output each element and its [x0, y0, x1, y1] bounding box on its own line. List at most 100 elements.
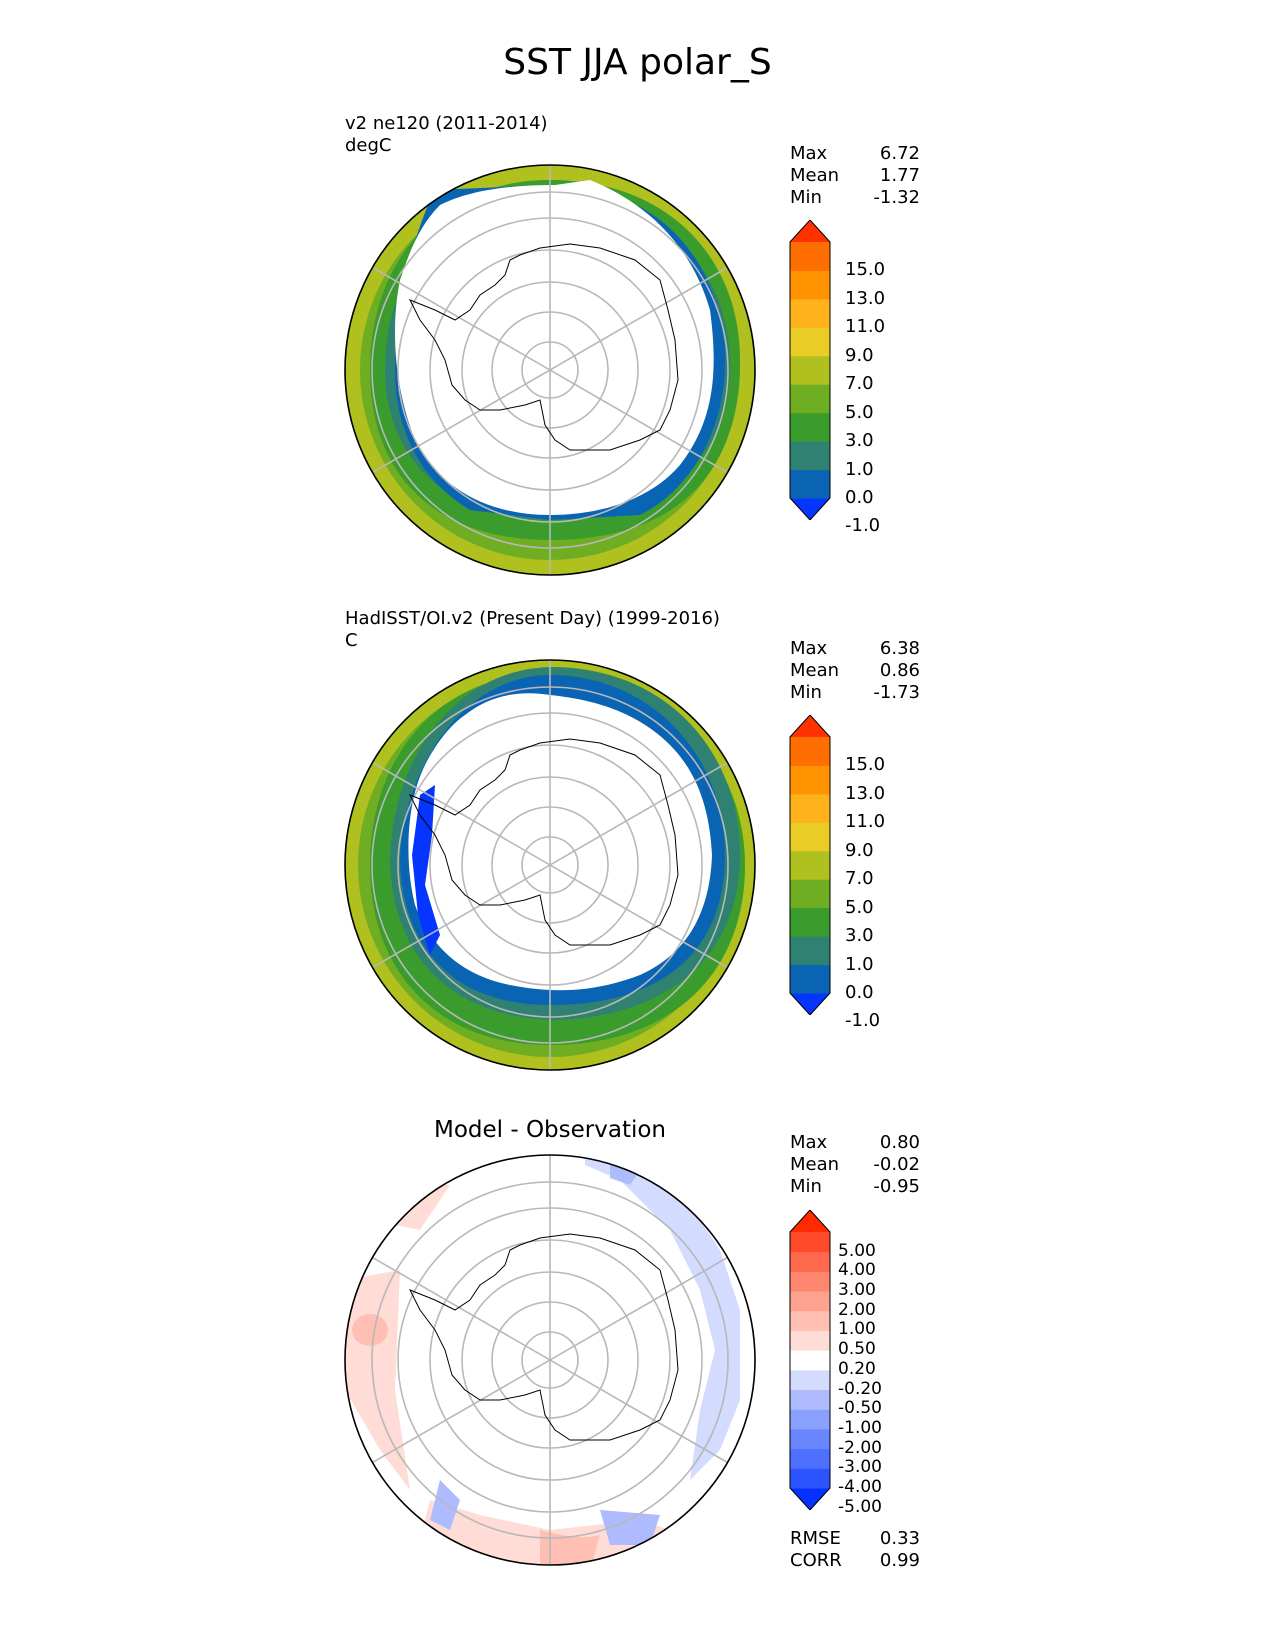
- panel2-stat-mean: Mean 0.86: [790, 660, 920, 682]
- colorbar-segment: [790, 1409, 830, 1430]
- colorbar-segment: [790, 469, 830, 499]
- panel2-stat-min: Min -1.73: [790, 682, 920, 704]
- colorbar-tick-label: 1.0: [845, 953, 874, 975]
- colorbar-tick-label: -2.00: [838, 1437, 882, 1458]
- colorbar-extend-min: [790, 993, 830, 1015]
- colorbar-extend-max: [790, 1210, 830, 1232]
- colorbar-segment: [790, 964, 830, 994]
- colorbar-tick-label: -4.00: [838, 1477, 882, 1497]
- colorbar-tick-label: 2.00: [838, 1299, 876, 1320]
- colorbar-tick-label: 1.00: [838, 1319, 876, 1340]
- panel3-colorbar-ticks: 5.00 4.00 3.00 2.00 1.00 0.50 0.20 -0.20 -0.50 -1…: [838, 1210, 928, 1517]
- stat-label: Max: [790, 143, 828, 164]
- panel3-stat-max: Max 0.80: [790, 1132, 920, 1154]
- corr-row: CORR 0.99: [790, 1550, 920, 1572]
- rmse-row: RMSE 0.33: [790, 1528, 920, 1550]
- stat-value: 0.86: [879, 660, 920, 681]
- colorbar-tick-label: 5.00: [838, 1240, 876, 1261]
- colorbar-segment: [790, 879, 830, 909]
- colorbar-tick-label: 15.0: [845, 754, 886, 776]
- panel1-stat-min: Min -1.32: [790, 187, 920, 209]
- stat-value: -0.02: [873, 1154, 920, 1175]
- stat-label: Min: [790, 1176, 822, 1197]
- panel2-map: [344, 659, 756, 1071]
- diff-title: Model - Observation: [433, 1117, 667, 1143]
- stat-label: Min: [790, 682, 822, 703]
- figure-title: SST JJA polar_S: [503, 42, 772, 83]
- colorbar-segment: [790, 1428, 830, 1450]
- panel3-stat-min: Min -0.95: [790, 1176, 920, 1198]
- colorbar-tick-label: 5.0: [845, 401, 874, 423]
- colorbar-tick-label: 0.0: [845, 487, 874, 508]
- panel3-stat-mean: Mean -0.02: [790, 1154, 920, 1176]
- colorbar-segment: [790, 907, 830, 937]
- colorbar-tick-label: 7.0: [845, 868, 874, 890]
- panel3-map: [344, 1154, 756, 1566]
- panel2-units: C: [345, 630, 358, 651]
- colorbar-segment: [790, 1271, 830, 1292]
- rmse-value: 0.33: [879, 1528, 920, 1549]
- colorbar-segment: [790, 1369, 830, 1391]
- colorbar-segment: [790, 1350, 830, 1371]
- colorbar-tick-label: 13.0: [845, 287, 886, 309]
- colorbar-segment: [790, 270, 830, 300]
- colorbar-tick-label: 15.0: [845, 259, 886, 281]
- colorbar-tick-label: 1.0: [845, 458, 874, 480]
- panel1-stat-max: Max 6.72: [790, 143, 920, 165]
- panel3-colorbar: [789, 1210, 831, 1510]
- stat-value: 6.38: [879, 638, 920, 659]
- colorbar-segment: [790, 384, 830, 414]
- panel1-title: v2 ne120 (2011-2014): [345, 113, 548, 134]
- stat-label: Mean: [790, 1154, 840, 1175]
- colorbar-extend-min: [790, 1488, 830, 1510]
- colorbar-segment: [790, 737, 830, 766]
- colorbar-outline: [789, 220, 831, 520]
- stat-value: -1.32: [873, 187, 920, 208]
- colorbar-segment: [790, 298, 830, 328]
- colorbar-tick-label: 9.0: [845, 344, 874, 366]
- colorbar-segment: [790, 1251, 830, 1272]
- colorbar-tick-label: 5.0: [845, 896, 874, 918]
- colorbar-segment: [790, 441, 830, 471]
- panel1-map: [344, 164, 756, 576]
- stat-label: Max: [790, 638, 828, 659]
- stat-value: 0.80: [879, 1132, 920, 1153]
- colorbar-segment: [790, 793, 830, 823]
- colorbar-segment: [790, 1448, 830, 1469]
- stat-label: Max: [790, 1132, 828, 1153]
- colorbar-tick-label: 0.50: [838, 1339, 876, 1360]
- colorbar-segment: [790, 1330, 830, 1351]
- rmse-label: RMSE: [790, 1528, 841, 1549]
- stat-label: Mean: [790, 165, 840, 186]
- colorbar-tick-label: 11.0: [845, 316, 886, 338]
- stat-value: -0.95: [873, 1176, 920, 1197]
- stat-label: Min: [790, 187, 822, 208]
- colorbar-tick-label: 4.00: [838, 1260, 876, 1281]
- colorbar-tick-label: -1.00: [838, 1417, 882, 1438]
- colorbar-tick-label: 3.0: [845, 925, 874, 947]
- corr-value: 0.99: [879, 1550, 920, 1571]
- colorbar-tick-label: 7.0: [845, 373, 874, 395]
- colorbar-segment: [790, 936, 830, 966]
- colorbar-tick-label: 0.20: [838, 1358, 876, 1379]
- colorbar-extend-max: [790, 220, 830, 242]
- panel1-units: degC: [345, 135, 392, 156]
- colorbar-segment: [790, 412, 830, 442]
- colorbar-tick-label: -1.0: [845, 1010, 881, 1032]
- colorbar-segment: [790, 1310, 830, 1331]
- colorbar-segment: [790, 1389, 830, 1410]
- colorbar-tick-label: -3.00: [838, 1457, 882, 1478]
- colorbar-segment: [790, 850, 830, 880]
- colorbar-segment: [790, 242, 830, 271]
- colorbar-segment: [790, 355, 830, 385]
- colorbar-tick-label: 3.00: [838, 1280, 876, 1301]
- colorbar-segment: [790, 1232, 830, 1253]
- panel1-colorbar-ticks: 15.0 13.0 11.0 9.0 7.0 5.0 3.0 1.0 0.0 -1.0: [845, 220, 935, 536]
- stat-label: Mean: [790, 660, 840, 681]
- panel2-title: HadISST/OI.v2 (Present Day) (1999-2016): [345, 608, 720, 629]
- colorbar-outline: [789, 715, 831, 1015]
- colorbar-segment: [790, 327, 830, 357]
- colorbar-tick-label: 0.0: [845, 982, 874, 1003]
- colorbar-segment: [790, 1468, 830, 1489]
- colorbar-extend-max: [790, 715, 830, 737]
